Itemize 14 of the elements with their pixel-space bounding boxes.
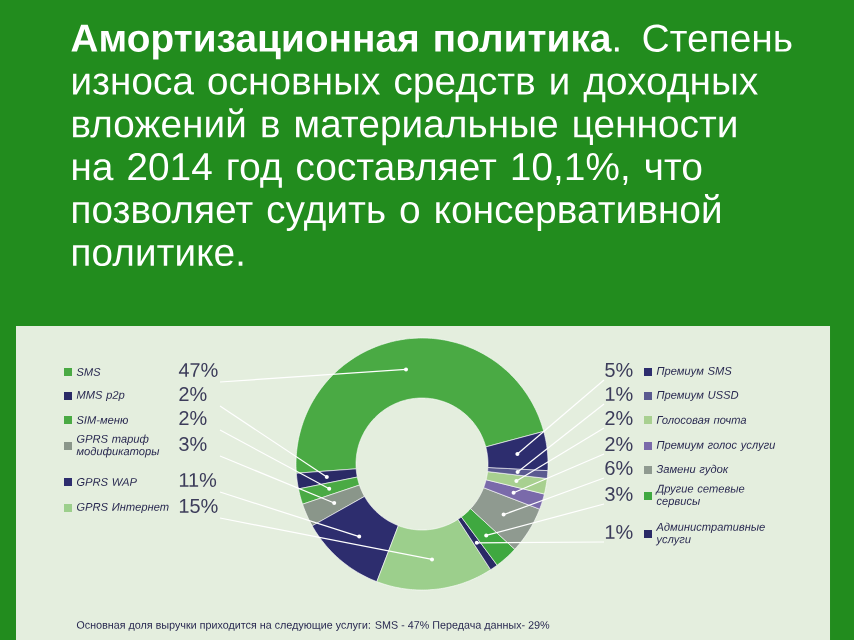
data-label: 2%	[179, 387, 207, 402]
data-label: 6%	[605, 460, 633, 476]
data-label: 1%	[605, 387, 633, 401]
data-label: 2%	[605, 437, 633, 452]
data-label: 3%	[179, 436, 207, 452]
data-label: 1%	[605, 525, 633, 539]
data-label: 5%	[605, 362, 633, 378]
chart-title: Амортизационная политика. Степень износа основных средств и доходных вложений в материальные ценности на 2014 год составляет 10,1%, что позволяет судить о консервативной политике.	[71, 24, 792, 267]
data-label: 2%	[179, 411, 207, 426]
data-label: 3%	[605, 486, 633, 502]
data-label: 2%	[605, 411, 633, 426]
data-label: 11%	[179, 473, 217, 487]
data-label: 47%	[178, 363, 218, 377]
data-label: 15%	[179, 498, 218, 514]
